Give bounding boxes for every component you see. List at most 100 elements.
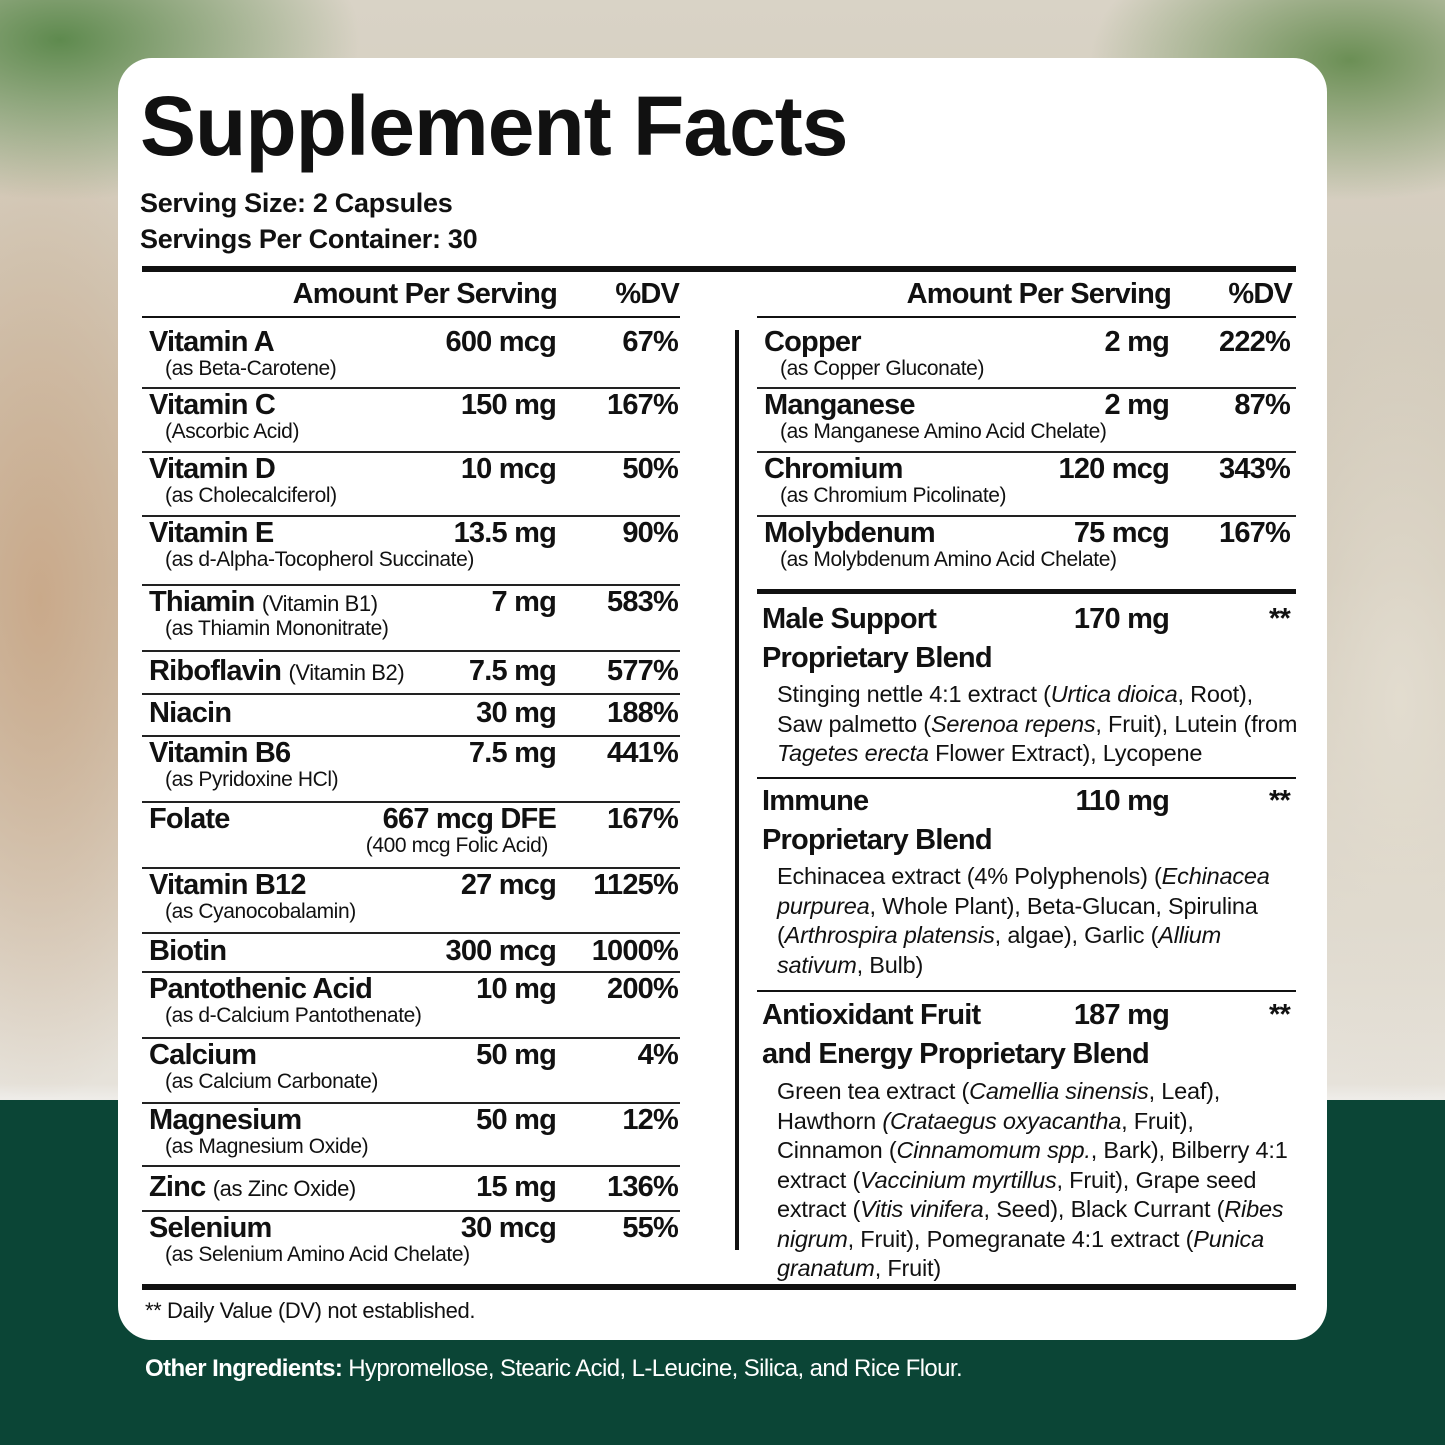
blend-daily-value: **: [1269, 999, 1291, 1031]
footnote: ** Daily Value (DV) not established.: [145, 1298, 476, 1323]
table-row: Vitamin B6 (as Pyridoxine HCl) 7.5 mg 441%: [142, 737, 680, 803]
blend-name-line: Male Support: [762, 603, 937, 635]
blend-daily-value: **: [1269, 603, 1291, 635]
nutrient-name-text: Vitamin B12: [149, 869, 306, 901]
blend-name: Male Support Proprietary Blend: [762, 600, 993, 678]
blend-name-line: Antioxidant Fruit: [762, 999, 981, 1031]
amount: 2 mg: [1104, 389, 1170, 421]
blend-ingredients: Echinacea extract (4% Polyphenols) (Echi…: [777, 862, 1302, 980]
right-header-amount: Amount Per Serving: [906, 278, 1172, 310]
nutrient-name-text: Thiamin: [149, 586, 255, 618]
nutrient-name-text: Vitamin B6: [149, 737, 291, 769]
amount: 150 mg: [460, 389, 557, 421]
nutrient-name-text: Riboflavin: [149, 654, 282, 687]
nutrient-name: Vitamin E: [149, 517, 274, 550]
blend-name: Immune Proprietary Blend: [762, 782, 993, 860]
nutrient-name-text: Zinc: [149, 1170, 206, 1203]
nutrient-source: (as Manganese Amino Acid Chelate): [780, 420, 1107, 443]
blend-ingredients: Green tea extract (Camellia sinensis, Le…: [777, 1077, 1302, 1284]
nutrient-name-paren: (Vitamin B2): [288, 659, 405, 685]
nutrient-name: Manganese: [764, 389, 916, 422]
amount: 7.5 mg: [468, 654, 557, 687]
top-thick-rule: [142, 266, 1296, 272]
nutrient-name: Molybdenum: [764, 517, 936, 550]
right-header-rule: [757, 316, 1296, 318]
other-ingredients-text: Hypromellose, Stearic Acid, L-Leucine, S…: [342, 1355, 963, 1382]
table-row: Manganese (as Manganese Amino Acid Chelat…: [757, 389, 1296, 453]
nutrient-name-text: Chromium: [764, 453, 903, 485]
blend-amount: 110 mg: [1075, 785, 1169, 817]
daily-value: 583%: [607, 586, 679, 618]
ingredient-text: , Root), Saw palmetto (: [777, 681, 1253, 737]
servings-per-container: Servings Per Container: 30: [140, 224, 478, 254]
amount: 10 mcg: [460, 453, 557, 485]
botanical-name: Urtica dioica: [1050, 681, 1178, 707]
nutrient-name-text: Manganese: [764, 389, 916, 421]
nutrient-source: (as Cyanocobalamin): [165, 900, 356, 923]
blend-amount: 170 mg: [1073, 603, 1170, 635]
nutrient-source: (as d-Calcium Pantothenate): [165, 1004, 422, 1027]
blend-divider: [757, 777, 1296, 779]
table-row: Vitamin B12 (as Cyanocobalamin) 27 mcg 1125…: [142, 869, 680, 934]
nutrient-source: (as Selenium Amino Acid Chelate): [165, 1243, 470, 1266]
botanical-name: Cinnamomum spp.: [896, 1137, 1091, 1163]
bottom-thick-rule: [142, 1284, 1296, 1290]
nutrient-name-text: Magnesium: [149, 1104, 302, 1136]
botanical-name: Punica granatum: [777, 1225, 1264, 1282]
ingredient-text: , Fruit), Pomegranate 4:1 extract (: [847, 1225, 1194, 1252]
table-row: Selenium (as Selenium Amino Acid Chelate)…: [142, 1212, 680, 1284]
ingredient-text: Green tea extract (: [777, 1078, 970, 1104]
ingredient-text: , Fruit), Cinnamon (: [777, 1107, 1194, 1164]
nutrient-name-text: Pantothenic Acid: [149, 973, 373, 1005]
blend-divider: [757, 990, 1296, 992]
nutrient-source: (as Chromium Picolinate): [780, 484, 1007, 507]
table-row: Vitamin C (Ascorbic Acid) 150 mg 167%: [142, 389, 680, 453]
nutrient-name-text: Folate: [149, 803, 230, 835]
serving-size: Serving Size: 2 Capsules: [140, 188, 453, 218]
botanical-name: Echinacea purpurea: [777, 863, 1270, 919]
page-title: Supplement Facts: [140, 79, 848, 173]
nutrient-source: (as Thiamin Mononitrate): [165, 617, 389, 640]
botanical-name: Ribes nigrum: [777, 1196, 1284, 1252]
nutrient-name-text: Vitamin A: [149, 326, 275, 358]
nutrient-name: Magnesium: [149, 1104, 302, 1137]
table-row: Niacin 30 mg 188%: [142, 695, 680, 737]
table-row: Magnesium (as Magnesium Oxide) 50 mg 12%: [142, 1104, 680, 1167]
amount: 75 mcg: [1073, 517, 1170, 549]
amount-detail: (400 mcg Folic Acid): [365, 834, 549, 857]
botanical-name: Camellia sinensis: [969, 1078, 1149, 1104]
other-ingredients-label: Other Ingredients:: [145, 1355, 343, 1382]
nutrient-name: Biotin: [149, 935, 227, 968]
ingredient-text: , algae), Garlic (: [994, 922, 1159, 948]
nutrient-name: Chromium: [764, 453, 903, 486]
nutrient-name-text: Copper: [764, 326, 862, 358]
nutrient-source: (as Molybdenum Amino Acid Chelate): [780, 548, 1117, 571]
amount: 2 mg: [1104, 326, 1170, 358]
right-header-dv: %DV: [1228, 278, 1292, 310]
nutrient-name-text: Vitamin D: [149, 453, 276, 485]
amount: 7.5 mg: [468, 737, 557, 769]
nutrient-name: Folate: [149, 803, 230, 836]
amount: 600 mcg: [445, 326, 557, 358]
table-row: Vitamin A (as Beta-Carotene) 600 mcg 67%: [142, 326, 680, 389]
daily-value: 222%: [1219, 326, 1291, 358]
amount: 667 mcg DFE: [382, 803, 557, 835]
amount: 13.5 mg: [453, 517, 557, 549]
amount: 300 mcg: [445, 934, 557, 967]
amount: 27 mcg: [460, 869, 557, 901]
nutrient-source: (as Beta-Carotene): [165, 357, 337, 380]
nutrient-source: (Ascorbic Acid): [165, 420, 300, 443]
ingredient-text: , Fruit), Grape seed extract (: [777, 1166, 1257, 1223]
nutrient-source: (as Magnesium Oxide): [165, 1135, 369, 1158]
table-row: Riboflavin (Vitamin B2) 7.5 mg 577%: [142, 652, 680, 695]
daily-value: 12%: [622, 1104, 678, 1136]
daily-value: 188%: [607, 697, 679, 729]
amount: 30 mcg: [460, 1212, 557, 1244]
daily-value: 167%: [1219, 517, 1291, 549]
nutrient-name-text: Vitamin C: [149, 389, 276, 421]
amount: 50 mg: [476, 1104, 557, 1136]
left-header-rule: [142, 316, 680, 318]
nutrient-name: Copper: [764, 326, 862, 359]
amount: 15 mg: [476, 1170, 557, 1203]
botanical-name: Serenoa repens: [930, 710, 1096, 737]
